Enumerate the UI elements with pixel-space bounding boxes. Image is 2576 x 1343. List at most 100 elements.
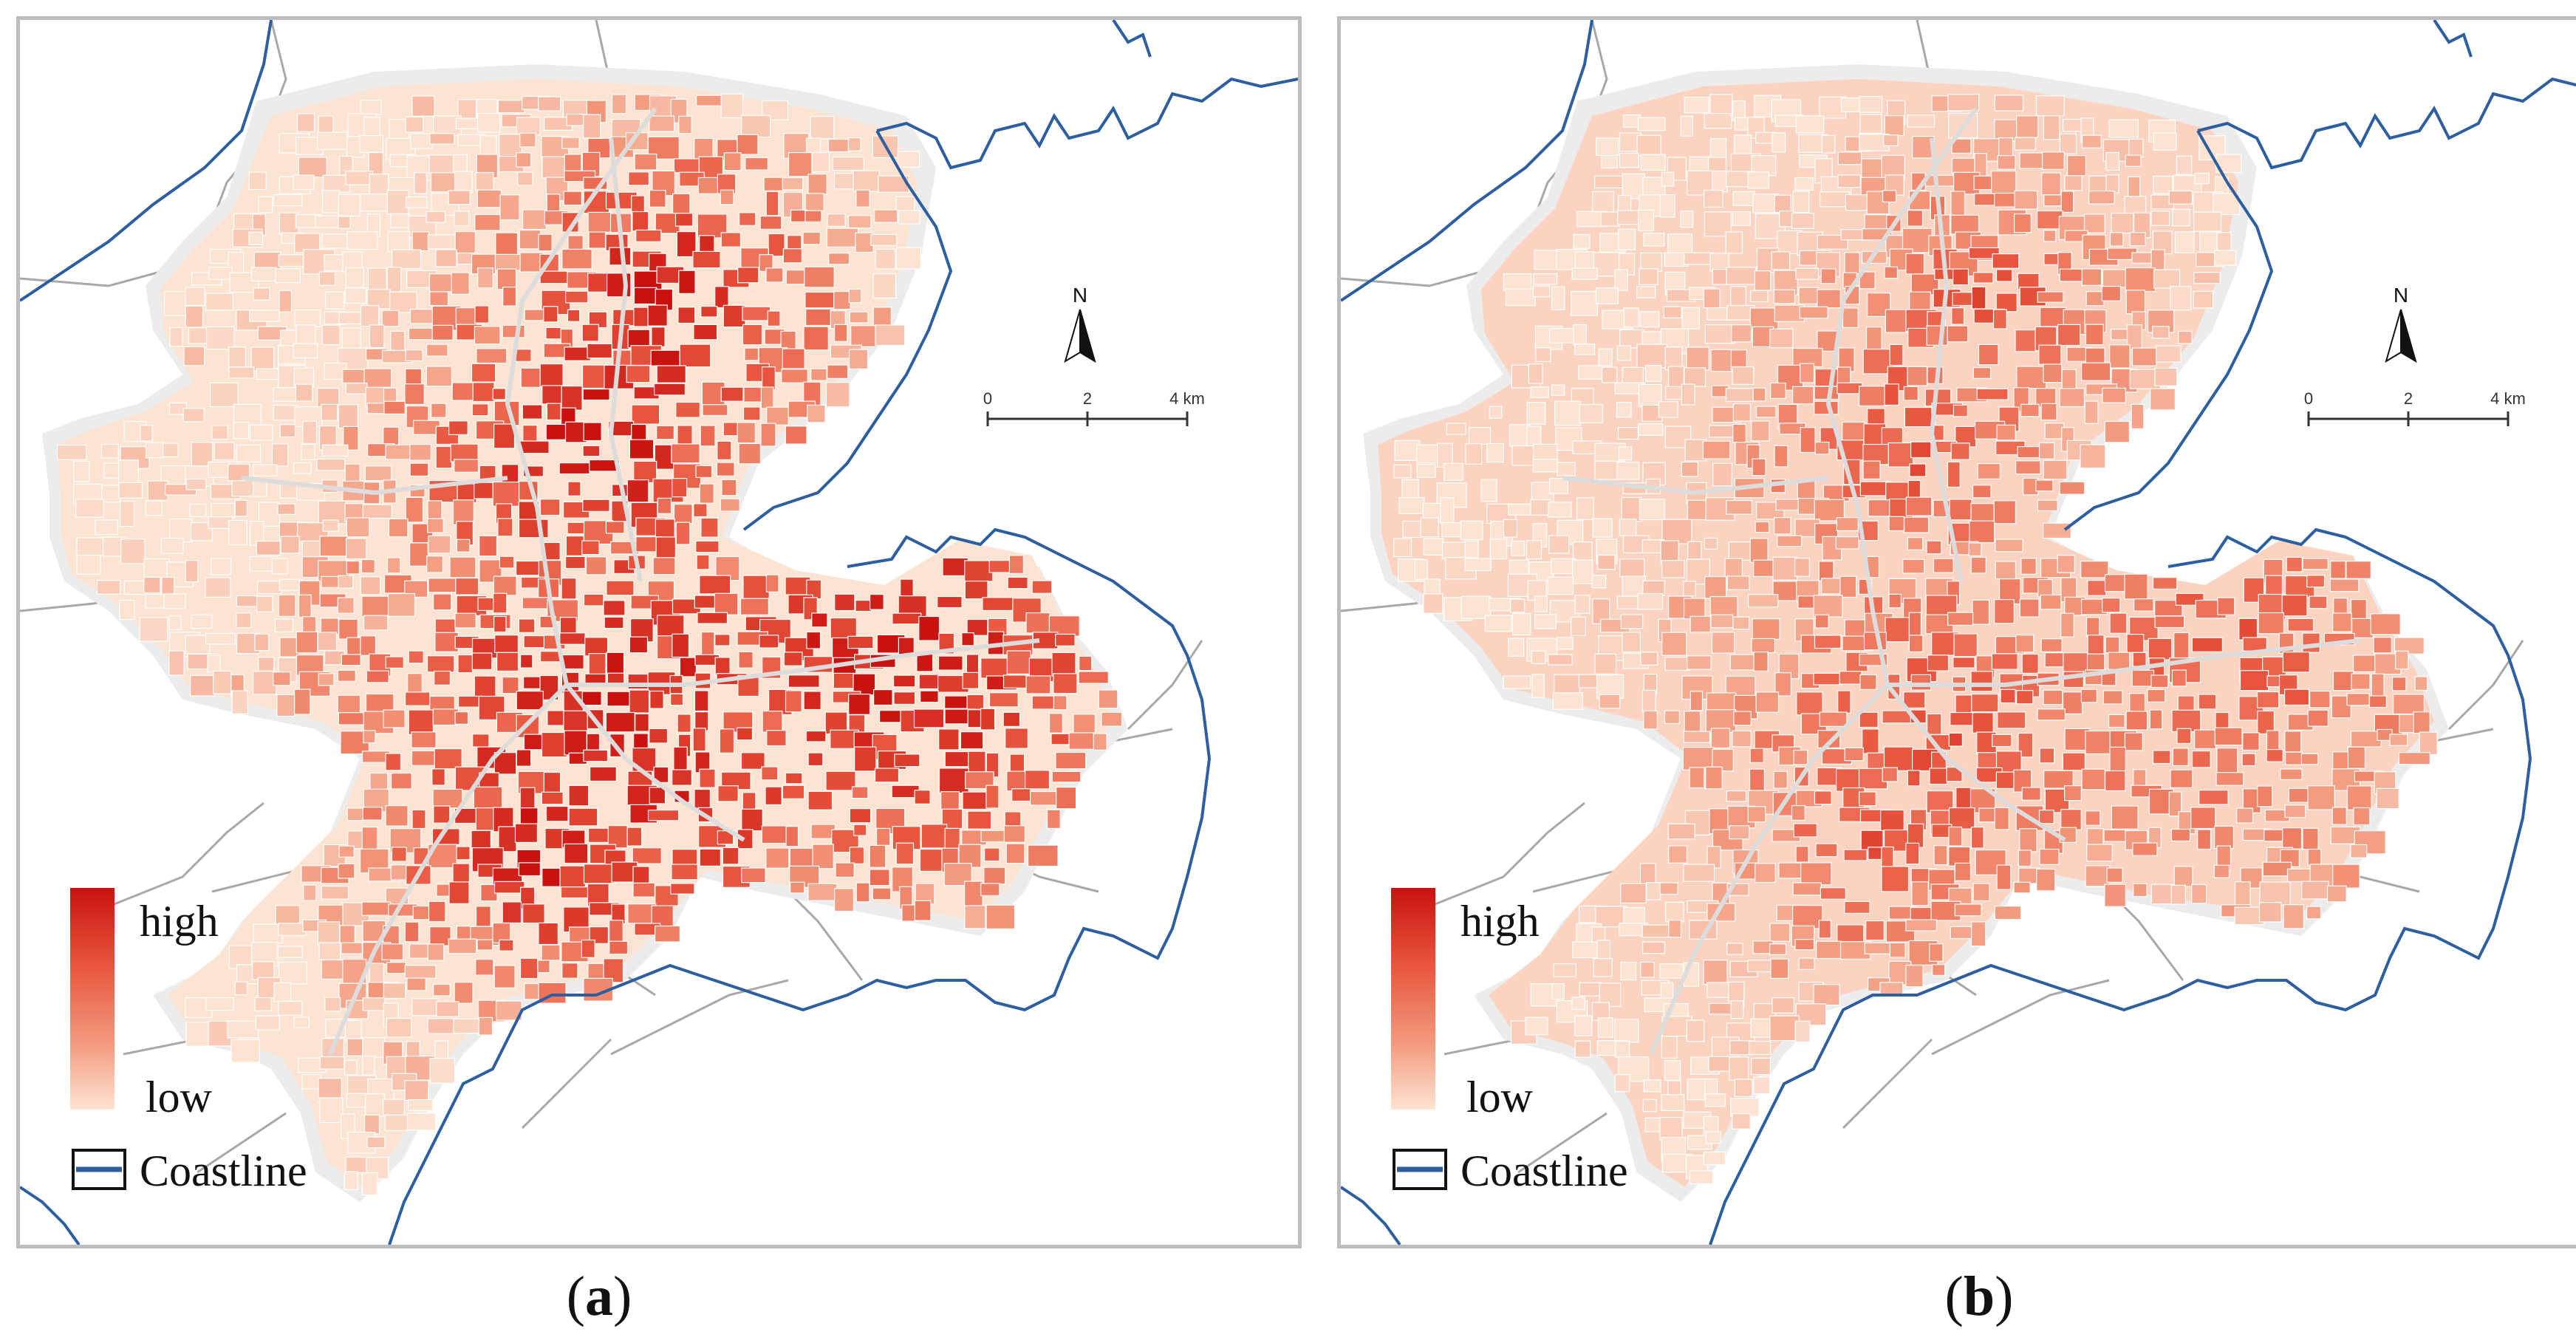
parcel	[1773, 289, 1796, 304]
parcel	[1795, 115, 1825, 134]
legend: high low Coastline	[1391, 888, 1628, 1195]
parcel	[279, 290, 293, 312]
parcel	[1639, 311, 1660, 328]
parcel	[1005, 728, 1028, 749]
parcel	[2171, 669, 2187, 687]
parcel	[1705, 1131, 1721, 1144]
parcel	[1884, 115, 1904, 137]
parcel	[1616, 345, 1631, 361]
parcel	[456, 846, 471, 861]
parcel	[346, 1038, 364, 1056]
parcel	[516, 749, 532, 767]
parcel	[892, 674, 916, 688]
parcel	[1557, 637, 1574, 650]
parcel	[514, 823, 538, 843]
parcel	[2194, 172, 2210, 185]
parcel	[1615, 1040, 1630, 1058]
parcel	[191, 614, 213, 629]
parcel	[692, 250, 721, 269]
parcel	[2176, 155, 2193, 175]
parcel	[2066, 155, 2086, 177]
parcel	[1534, 595, 1548, 612]
parcel	[564, 346, 591, 361]
parcel	[1637, 592, 1664, 610]
parcel	[205, 997, 234, 1011]
parcel	[847, 137, 861, 151]
parcel	[457, 654, 474, 674]
parcel	[564, 556, 586, 570]
parcel	[1597, 1017, 1613, 1038]
parcel	[1591, 575, 1607, 589]
parcel	[1601, 366, 1618, 383]
parcel	[1755, 863, 1776, 884]
legend-coastline-label: Coastline	[140, 1146, 307, 1195]
parcel	[2394, 637, 2425, 655]
parcel	[427, 234, 459, 250]
parcel	[321, 324, 341, 346]
parcel	[271, 443, 289, 467]
parcel	[568, 785, 590, 807]
parcel	[1839, 671, 1862, 685]
parcel	[671, 443, 700, 464]
parcel	[1683, 864, 1715, 882]
parcel	[762, 100, 789, 121]
parcel	[2216, 232, 2232, 251]
parcel	[1726, 267, 1757, 285]
parcel	[431, 768, 445, 786]
parcel	[1614, 269, 1628, 291]
parcel	[435, 426, 459, 445]
parcel	[965, 771, 994, 790]
parcel	[318, 942, 341, 960]
parcel	[258, 196, 273, 213]
parcel	[1601, 156, 1618, 168]
parcel	[344, 463, 361, 483]
parcel	[1970, 826, 1984, 849]
parcel	[72, 460, 90, 482]
parcel	[2351, 618, 2374, 639]
parcel	[2171, 208, 2190, 227]
parcel	[1887, 442, 1914, 468]
parcel	[208, 267, 233, 280]
parcel	[742, 575, 770, 599]
parcel	[1398, 496, 1425, 514]
parcel	[1683, 731, 1711, 743]
parcel	[1574, 1040, 1591, 1058]
parcel	[476, 112, 501, 133]
parcel	[1972, 599, 1990, 625]
parcel	[2081, 268, 2102, 286]
parcel	[183, 346, 205, 366]
parcel	[248, 231, 264, 245]
parcel	[563, 710, 589, 732]
parcel	[2350, 731, 2382, 748]
parcel	[211, 502, 236, 519]
parcel	[429, 926, 451, 946]
parcel	[1748, 1041, 1772, 1055]
parcel	[1004, 811, 1022, 827]
parcel	[914, 790, 931, 804]
parcel	[2148, 638, 2173, 660]
parcel	[1837, 151, 1862, 165]
parcel	[493, 423, 516, 449]
parcel	[1777, 535, 1803, 547]
parcel	[1773, 770, 1788, 789]
parcel	[2101, 286, 2122, 301]
parcel	[583, 864, 616, 884]
parcel	[2331, 612, 2352, 632]
parcel	[827, 213, 846, 228]
parcel	[2242, 732, 2260, 751]
parcel	[739, 598, 770, 615]
parcel	[944, 751, 971, 768]
parcel	[2102, 387, 2126, 403]
parcel	[1972, 712, 1994, 734]
parcel	[807, 790, 833, 810]
parcel	[675, 401, 700, 418]
parcel	[2125, 290, 2146, 315]
parcel	[721, 479, 737, 496]
parcel	[699, 848, 722, 867]
parcel	[345, 171, 374, 185]
parcel	[649, 690, 664, 709]
parcel	[319, 536, 348, 557]
parcel	[785, 426, 807, 445]
parcel	[454, 982, 474, 1004]
parcel	[938, 768, 969, 794]
